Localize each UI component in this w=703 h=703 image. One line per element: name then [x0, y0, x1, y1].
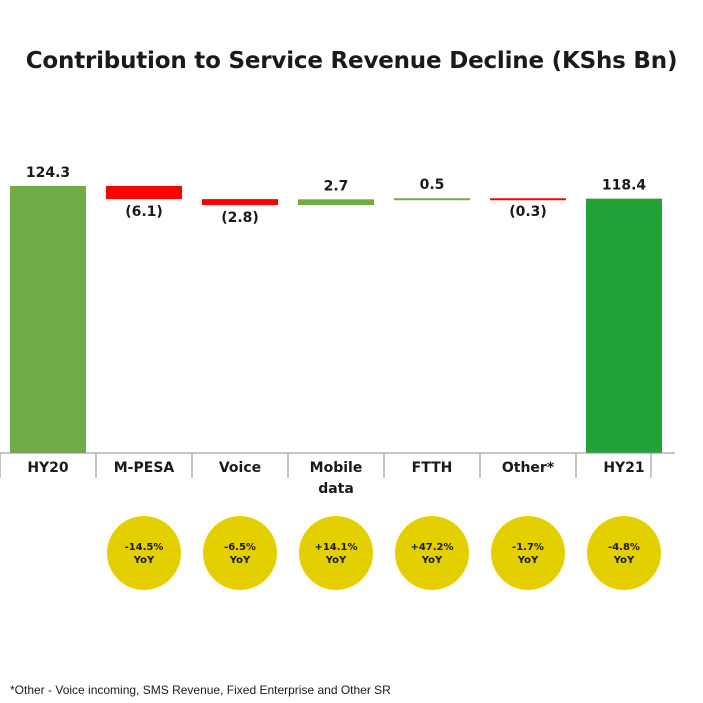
category-label: HY20: [27, 460, 69, 476]
yoy-suffix: YoY: [421, 555, 443, 566]
chart-title: Contribution to Service Revenue Decline …: [25, 48, 678, 74]
yoy-badge: [587, 516, 661, 590]
category-label: HY21: [603, 460, 644, 476]
data-label: 118.4: [602, 178, 647, 194]
yoy-badge: [395, 516, 469, 590]
yoy-percent: +47.2%: [410, 542, 453, 553]
yoy-suffix: YoY: [325, 555, 347, 566]
yoy-badge: [203, 516, 277, 590]
data-label: 2.7: [324, 178, 349, 194]
yoy-percent: -14.5%: [125, 542, 164, 553]
data-label: 124.3: [26, 165, 70, 181]
yoy-suffix: YoY: [133, 555, 155, 566]
yoy-suffix: YoY: [613, 555, 635, 566]
yoy-percent: -4.8%: [608, 542, 640, 553]
bar-ftth: [394, 198, 470, 201]
bar-mobile-data: [298, 199, 374, 206]
bar-hy21: [586, 198, 662, 453]
yoy-badge: [299, 516, 373, 590]
category-label: Mobile: [310, 460, 363, 476]
yoy-badge: [491, 516, 565, 590]
data-label: (2.8): [221, 210, 259, 226]
data-label: 0.5: [420, 177, 445, 193]
yoy-percent: -6.5%: [224, 542, 256, 553]
data-label: (0.3): [509, 204, 547, 220]
category-label: data: [318, 481, 354, 497]
yoy-suffix: YoY: [229, 555, 251, 566]
bar-voice: [202, 199, 278, 206]
bar-m-pesa: [106, 186, 182, 200]
yoy-percent: +14.1%: [314, 542, 357, 553]
category-label: Voice: [219, 460, 261, 476]
bar-other-: [490, 198, 566, 201]
bar-hy20: [10, 186, 86, 453]
footnote: *Other - Voice incoming, SMS Revenue, Fi…: [10, 683, 391, 697]
data-label: (6.1): [125, 204, 163, 220]
category-label: Other*: [502, 460, 555, 476]
yoy-percent: -1.7%: [512, 542, 544, 553]
yoy-badge: [107, 516, 181, 590]
category-label: M-PESA: [114, 460, 175, 476]
yoy-suffix: YoY: [517, 555, 539, 566]
category-label: FTTH: [412, 460, 453, 476]
